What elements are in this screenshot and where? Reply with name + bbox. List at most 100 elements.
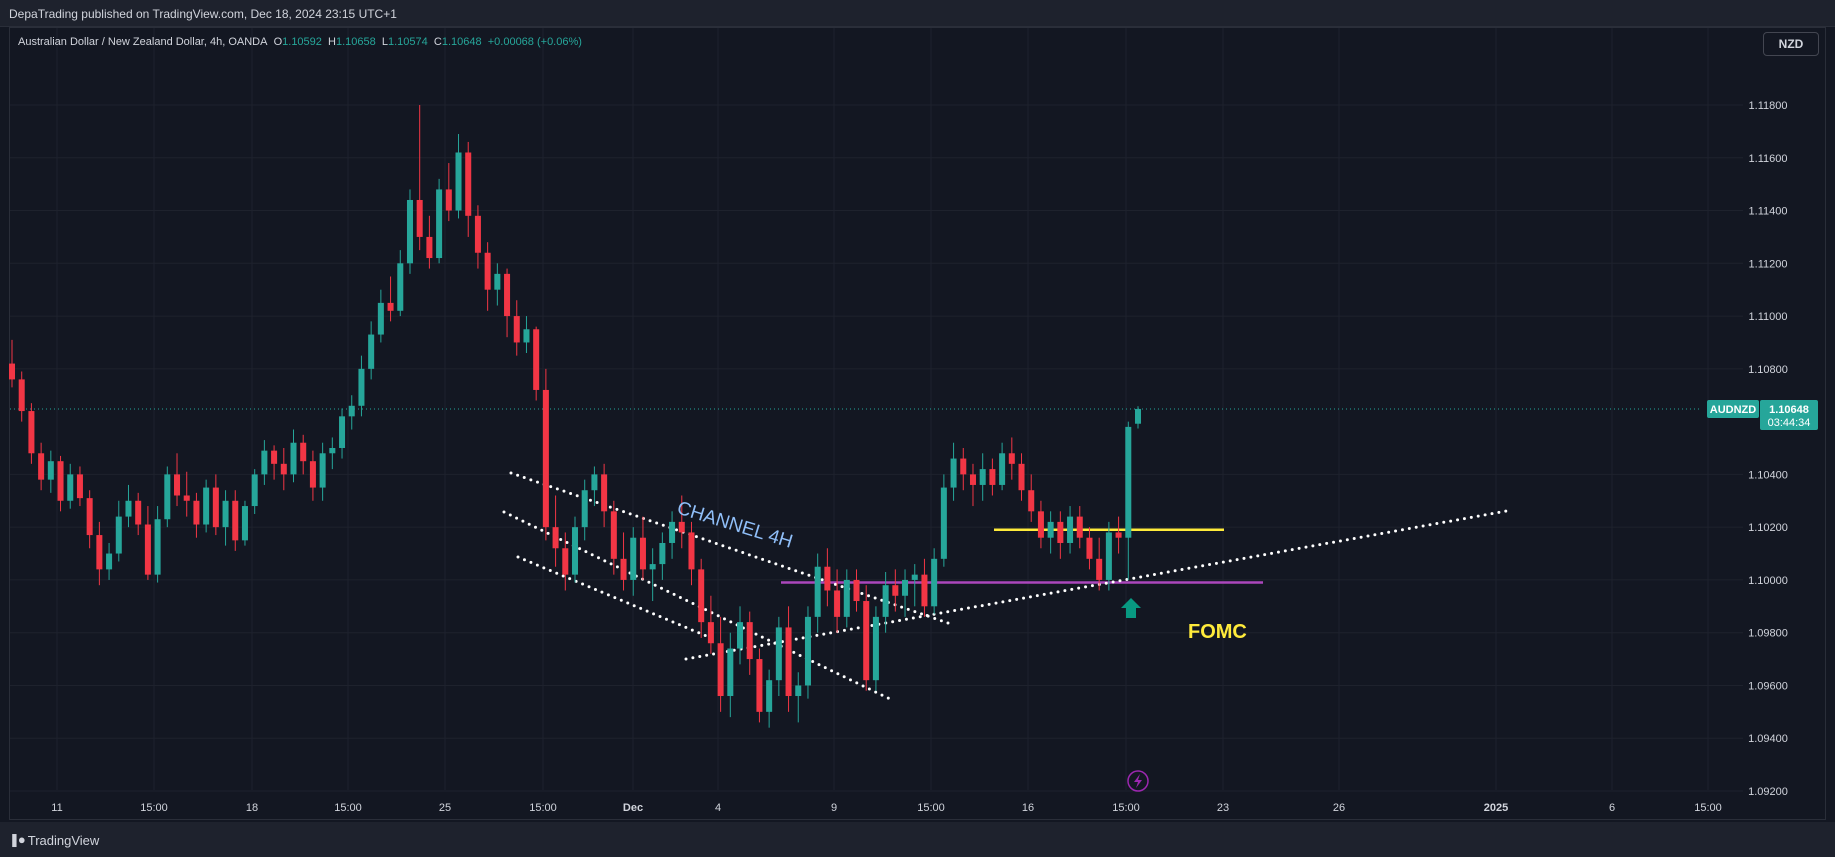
candle (183, 471, 190, 517)
candle (387, 276, 394, 322)
candle (824, 548, 831, 607)
high-label: H (328, 36, 336, 48)
tradingview-logo-icon: ❚● (9, 832, 26, 847)
y-tick-label: 1.09600 (1748, 680, 1788, 692)
candle (484, 242, 491, 311)
candle-body (746, 622, 753, 660)
candle (1018, 453, 1025, 501)
candle-body (504, 273, 511, 317)
x-tick-label: 16 (1022, 802, 1034, 814)
chart-frame[interactable] (9, 27, 1826, 820)
candle (892, 569, 899, 612)
candle-body (300, 442, 307, 462)
candle-body (251, 474, 258, 507)
candle-body (601, 474, 608, 512)
candle-body (484, 252, 491, 290)
candle-body (1067, 516, 1074, 543)
candle (144, 506, 151, 580)
candle-body (8, 363, 16, 380)
candle (989, 458, 996, 496)
y-tick-label: 1.11800 (1749, 100, 1788, 112)
candle-body (339, 416, 346, 448)
candle (601, 463, 608, 528)
symbol-tag-bg (1707, 399, 1759, 418)
candle-body (261, 450, 268, 475)
candle (416, 105, 423, 251)
lightning-event-icon (1127, 770, 1149, 792)
change-value: +0.00068 (+0.06%) (487, 36, 582, 48)
candle (504, 268, 511, 338)
candle-body (241, 506, 248, 541)
y-tick-label: 1.09400 (1748, 733, 1788, 745)
candle (785, 606, 792, 712)
candle-body (183, 495, 190, 501)
candle (999, 442, 1006, 491)
candle (698, 558, 705, 638)
candle-body (406, 199, 413, 264)
candles (8, 105, 1142, 728)
candle (115, 500, 122, 562)
candle-body (164, 474, 171, 520)
candle (406, 189, 413, 274)
candle-body (1115, 532, 1122, 538)
candle-body (630, 537, 637, 580)
candle (921, 558, 928, 617)
currency-button[interactable]: NZD (1763, 32, 1819, 56)
candle (911, 564, 918, 607)
candle (630, 527, 637, 596)
candle (1096, 537, 1103, 591)
candle-body (416, 199, 423, 237)
tradingview-logo[interactable]: ❚● TradingView (9, 832, 99, 848)
x-tick-label: 15:00 (1694, 802, 1722, 814)
candle-body (707, 622, 714, 644)
candle-body (47, 461, 54, 480)
candle (474, 205, 481, 269)
candle-body (1134, 408, 1142, 424)
x-tick-label: 26 (1333, 802, 1345, 814)
candle (426, 215, 433, 269)
x-tick-label: 15:00 (1112, 802, 1140, 814)
candle-body (377, 302, 384, 335)
candle-body (1105, 532, 1112, 580)
candle (931, 548, 938, 615)
candle (1125, 421, 1132, 580)
open-label: O (273, 36, 283, 48)
candle (96, 521, 103, 586)
candle-body (67, 474, 74, 501)
candle (814, 553, 821, 633)
candle (804, 606, 811, 699)
candle (737, 606, 744, 665)
arrow-up-icon (1121, 598, 1141, 618)
candle (1086, 527, 1093, 570)
open-value: 1.10592 (282, 36, 322, 48)
candle (445, 163, 452, 222)
trend-line-dotted (502, 510, 892, 701)
price-tag-value: 1.10648 (1769, 404, 1809, 416)
candle-body (979, 469, 986, 485)
candle-body (135, 500, 142, 525)
candle-body (271, 450, 278, 464)
candle (678, 495, 685, 549)
candle-body (106, 553, 113, 570)
candle (494, 263, 501, 306)
candle-body (766, 680, 773, 712)
candle-body (659, 542, 666, 565)
close-value: 1.10648 (441, 36, 482, 48)
candle (47, 450, 54, 493)
candle-body (940, 487, 947, 559)
candle (542, 368, 549, 541)
candle (843, 569, 850, 628)
price-chart[interactable]: 1.11800 1.11600 1.11400 1.11200 1.11000 1.108… (0, 0, 1835, 822)
y-tick-label: 1.10400 (1748, 469, 1788, 481)
candle-body (610, 511, 617, 559)
candle-body (921, 574, 928, 607)
candle-body (737, 622, 744, 649)
candle (174, 453, 181, 507)
candle-body (717, 643, 724, 697)
candle-body (863, 601, 870, 681)
candle (164, 466, 171, 528)
candle (1134, 406, 1142, 429)
candle-body (969, 474, 976, 485)
candle (969, 463, 976, 507)
candle (106, 542, 113, 580)
